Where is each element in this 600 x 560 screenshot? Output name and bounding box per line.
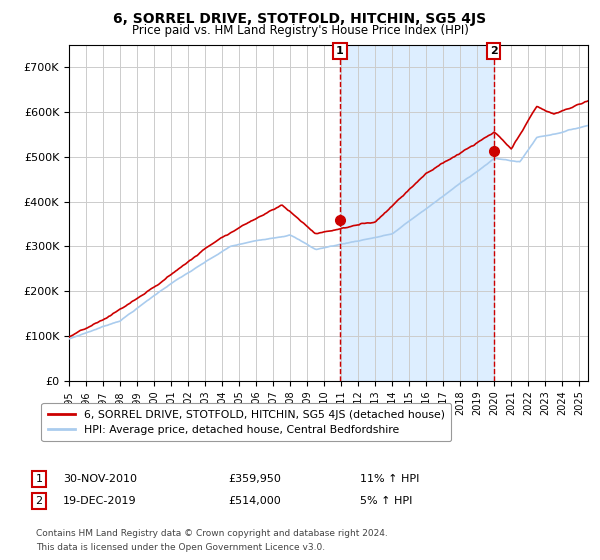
Text: 30-NOV-2010: 30-NOV-2010	[63, 474, 137, 484]
Text: Price paid vs. HM Land Registry's House Price Index (HPI): Price paid vs. HM Land Registry's House …	[131, 24, 469, 36]
Text: 1: 1	[336, 46, 344, 56]
Text: 19-DEC-2019: 19-DEC-2019	[63, 496, 137, 506]
Text: 2: 2	[35, 496, 43, 506]
Text: Contains HM Land Registry data © Crown copyright and database right 2024.: Contains HM Land Registry data © Crown c…	[36, 529, 388, 538]
Text: 6, SORREL DRIVE, STOTFOLD, HITCHIN, SG5 4JS: 6, SORREL DRIVE, STOTFOLD, HITCHIN, SG5 …	[113, 12, 487, 26]
Text: 11% ↑ HPI: 11% ↑ HPI	[360, 474, 419, 484]
Text: £514,000: £514,000	[228, 496, 281, 506]
Text: This data is licensed under the Open Government Licence v3.0.: This data is licensed under the Open Gov…	[36, 543, 325, 552]
Bar	[340, 45, 494, 381]
Text: 2: 2	[490, 46, 497, 56]
Text: 5% ↑ HPI: 5% ↑ HPI	[360, 496, 412, 506]
Text: £359,950: £359,950	[228, 474, 281, 484]
Legend: 6, SORREL DRIVE, STOTFOLD, HITCHIN, SG5 4JS (detached house), HPI: Average price: 6, SORREL DRIVE, STOTFOLD, HITCHIN, SG5 …	[41, 403, 451, 441]
Text: 1: 1	[35, 474, 43, 484]
